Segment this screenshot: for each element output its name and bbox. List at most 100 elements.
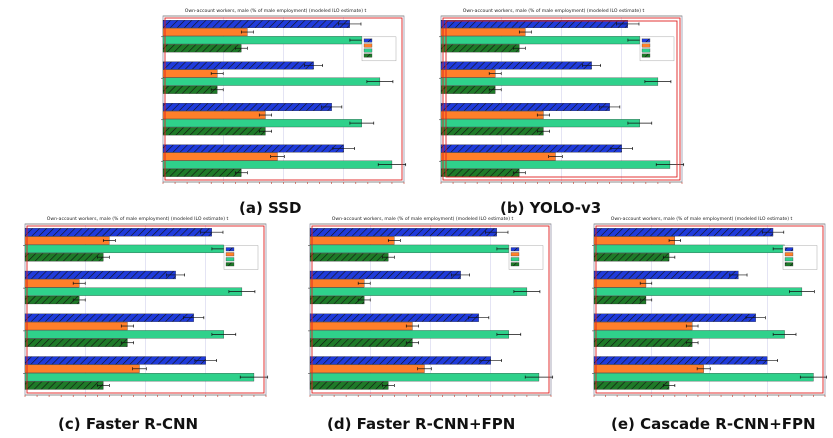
bar — [309, 236, 395, 245]
chart-cascade-rcnn-fpn: Own-account workers, male (% of male emp… — [592, 216, 827, 397]
bar — [24, 381, 104, 390]
chart-title: Own-account workers, male (% of male emp… — [332, 216, 514, 222]
bar — [24, 330, 224, 339]
bar — [162, 152, 278, 161]
bar — [162, 19, 350, 28]
bar — [162, 127, 266, 136]
bar — [162, 111, 266, 120]
bar — [309, 270, 461, 280]
bar — [440, 144, 622, 153]
bar — [593, 244, 785, 254]
bar — [440, 77, 659, 86]
legend-swatch — [510, 262, 520, 267]
bar — [593, 373, 814, 382]
bar — [593, 364, 704, 373]
panel-faster-rcnn-fpn: Own-account workers, male (% of male emp… — [290, 213, 555, 411]
detection-box — [26, 225, 265, 394]
bar — [24, 244, 224, 254]
caption-yolo: (b) YOLO-v3 — [500, 199, 602, 217]
bar — [309, 338, 413, 347]
chart-title: Own-account workers, male (% of male emp… — [463, 8, 645, 14]
bar — [309, 295, 365, 305]
bar — [309, 313, 479, 322]
bar — [309, 381, 389, 390]
legend-swatch — [641, 43, 651, 48]
bar — [309, 287, 528, 296]
bar — [309, 244, 509, 254]
chart-title: Own-account workers, male (% of male emp… — [185, 8, 367, 14]
detection-box — [442, 17, 681, 181]
detection-box — [595, 225, 824, 394]
detection-box — [164, 17, 403, 181]
bar — [309, 330, 509, 339]
bar — [162, 36, 362, 45]
legend-swatch — [784, 252, 794, 257]
bar — [440, 111, 544, 120]
bar — [593, 270, 739, 280]
bar — [24, 279, 80, 288]
chart-faster-rcnn-fpn: Own-account workers, male (% of male emp… — [308, 216, 554, 397]
detection-box — [445, 20, 678, 178]
bar — [24, 270, 176, 280]
bar — [24, 228, 212, 237]
bar — [440, 168, 520, 177]
bar — [593, 338, 693, 347]
legend-swatch — [510, 257, 520, 262]
bar — [162, 144, 344, 153]
legend-swatch — [641, 53, 651, 58]
bar — [593, 279, 647, 288]
bar — [593, 236, 675, 245]
caption-faster-rcnn-fpn: (d) Faster R-CNN+FPN — [327, 415, 516, 433]
legend-swatch — [363, 53, 373, 58]
legend-swatch — [510, 247, 520, 252]
bar — [162, 85, 218, 94]
legend-swatch — [225, 257, 235, 262]
legend-swatch — [510, 252, 520, 257]
legend-swatch — [363, 38, 373, 43]
bar — [440, 152, 556, 161]
bar — [440, 103, 610, 111]
bar — [162, 61, 314, 70]
bar — [162, 44, 242, 53]
caption-ssd: (a) SSD — [239, 199, 302, 217]
legend-swatch — [784, 247, 794, 252]
bar — [593, 321, 693, 331]
legend-swatch — [363, 43, 373, 48]
bar — [24, 356, 206, 365]
bar — [162, 77, 381, 86]
bar — [309, 253, 389, 262]
bar — [309, 279, 365, 288]
chart-faster-rcnn: Own-account workers, male (% of male emp… — [23, 216, 269, 397]
bar — [593, 356, 768, 365]
bar — [24, 253, 104, 262]
bar — [24, 313, 194, 322]
bar — [24, 295, 80, 305]
legend-swatch — [784, 262, 794, 267]
bar — [162, 103, 332, 111]
bar — [440, 61, 592, 70]
bar — [162, 160, 393, 169]
legend-swatch — [641, 48, 651, 53]
bar — [440, 36, 640, 45]
bar — [440, 119, 640, 128]
bar — [593, 228, 774, 237]
bar — [309, 364, 425, 373]
bar — [309, 373, 540, 382]
bar — [593, 330, 785, 339]
panel-yolo: Own-account workers, male (% of male emp… — [421, 5, 686, 198]
legend-swatch — [225, 262, 235, 267]
bar — [162, 119, 362, 128]
bar — [593, 287, 803, 296]
bar — [593, 253, 670, 262]
bar — [162, 168, 242, 177]
bar — [162, 69, 218, 78]
legend-swatch — [225, 247, 235, 252]
bar — [440, 127, 544, 136]
bar — [309, 228, 497, 237]
bar — [24, 364, 140, 373]
bar — [24, 321, 128, 331]
caption-faster-rcnn: (c) Faster R-CNN — [58, 415, 199, 433]
panel-faster-rcnn: Own-account workers, male (% of male emp… — [5, 213, 270, 411]
legend-swatch — [225, 252, 235, 257]
chart-title: Own-account workers, male (% of male emp… — [47, 216, 229, 222]
